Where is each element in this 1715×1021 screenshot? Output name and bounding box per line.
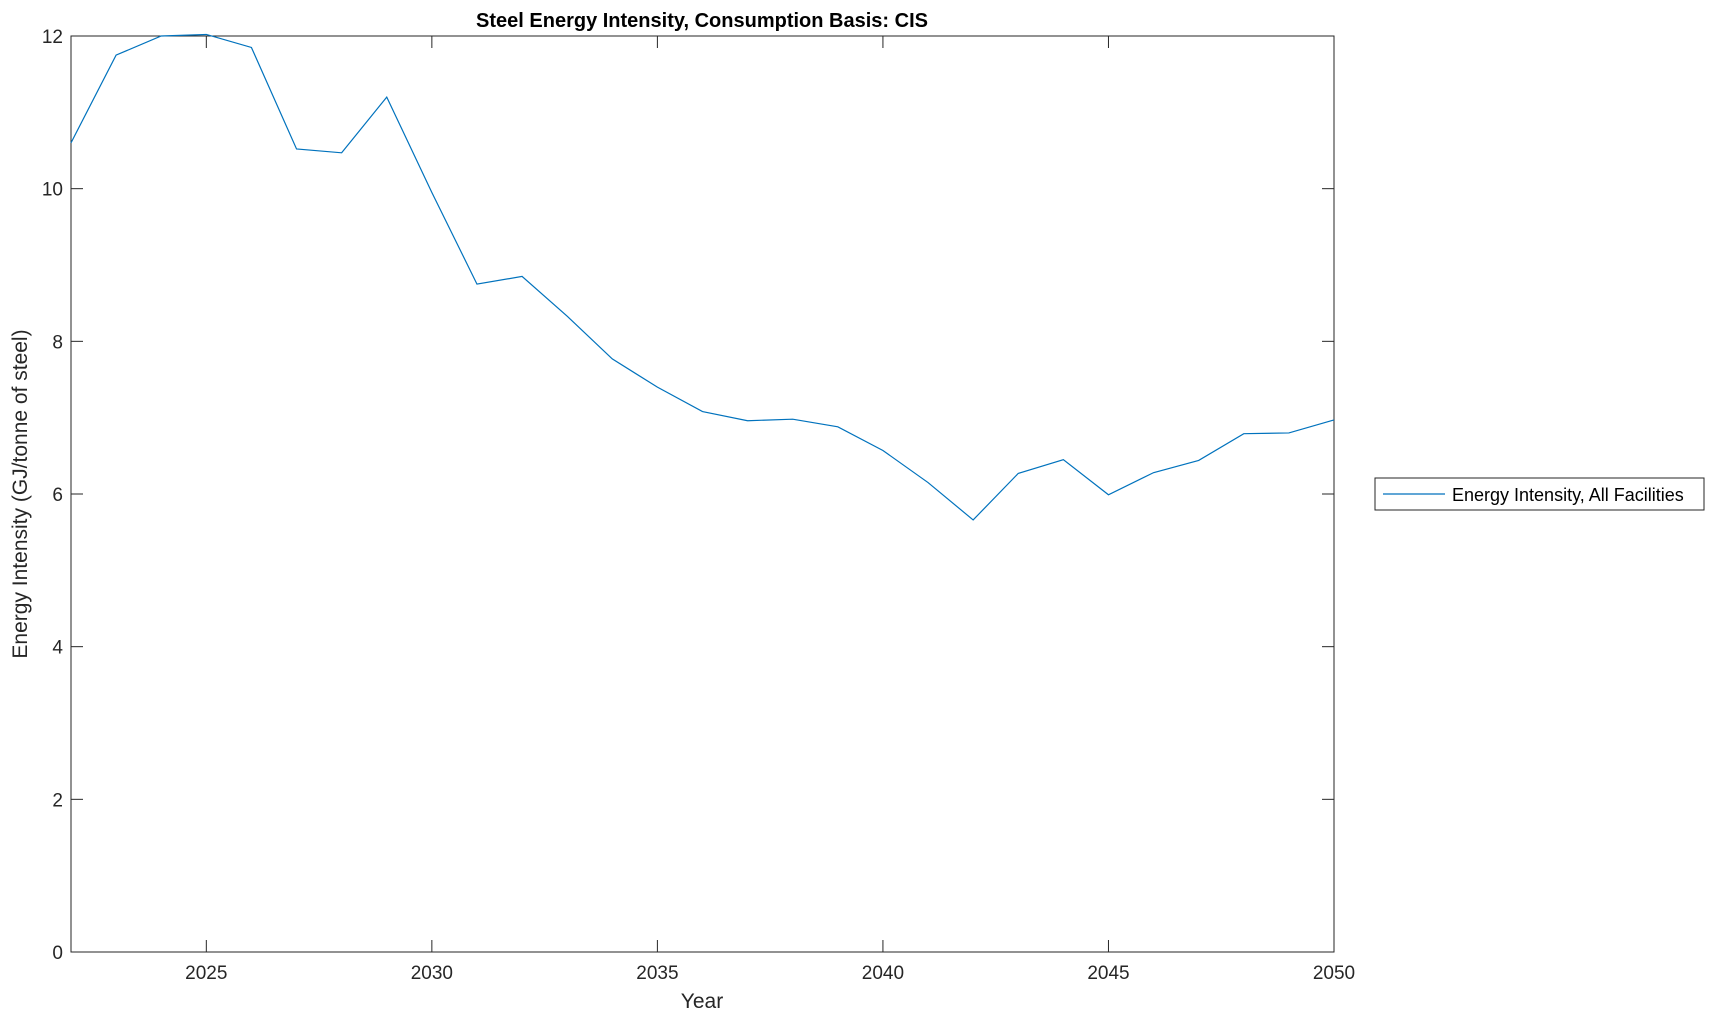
series-line-energy-intensity <box>70 33 1335 521</box>
y-tick-label: 12 <box>42 27 63 48</box>
y-axis-label: Energy Intensity (GJ/tonne of steel) <box>9 329 32 658</box>
x-tick-label: 2040 <box>862 963 904 984</box>
x-tick-label: 2025 <box>185 963 227 984</box>
x-tick-label: 2045 <box>1087 963 1129 984</box>
y-tick-label: 4 <box>52 638 63 659</box>
y-tick-label: 10 <box>42 180 63 201</box>
legend[interactable]: Energy Intensity, All Facilities <box>1374 477 1705 511</box>
y-tick-label: 6 <box>52 485 63 506</box>
x-tick-label: 2030 <box>411 963 453 984</box>
x-tick-label: 2035 <box>636 963 678 984</box>
chart-title: Steel Energy Intensity, Consumption Basi… <box>476 10 928 32</box>
y-tick-label: 2 <box>52 790 63 811</box>
x-tick-label: 2050 <box>1313 963 1355 984</box>
plot-area <box>70 35 1335 953</box>
y-tick-label: 0 <box>52 943 63 964</box>
y-tick-label: 8 <box>52 332 63 353</box>
x-axis-label: Year <box>681 990 723 1013</box>
legend-label: Energy Intensity, All Facilities <box>1452 485 1684 505</box>
